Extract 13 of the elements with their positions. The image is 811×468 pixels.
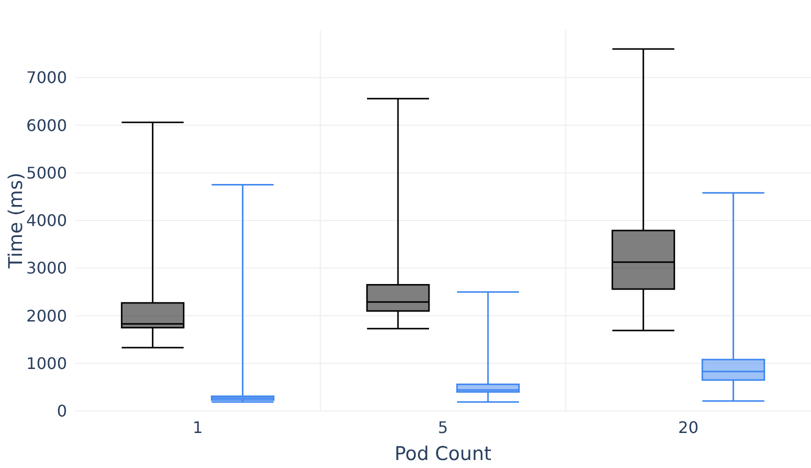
y-tick-label: 0 bbox=[56, 402, 67, 421]
y-tick-label: 1000 bbox=[26, 354, 67, 373]
y-tick-label: 5000 bbox=[26, 163, 67, 182]
y-axis-title: Time (ms) bbox=[5, 172, 27, 270]
y-tick-label: 3000 bbox=[26, 258, 67, 278]
y-tick-label: 4000 bbox=[26, 211, 67, 230]
x-axis-title: Pod Count bbox=[394, 443, 492, 465]
y-tick-label: 7000 bbox=[26, 68, 67, 88]
x-tick-label: 1 bbox=[192, 418, 203, 437]
x-tick-label: 5 bbox=[438, 418, 448, 437]
y-tick-label: 2000 bbox=[26, 306, 67, 326]
y-tick-label: 6000 bbox=[26, 116, 67, 135]
x-tick-label: 20 bbox=[678, 418, 699, 437]
